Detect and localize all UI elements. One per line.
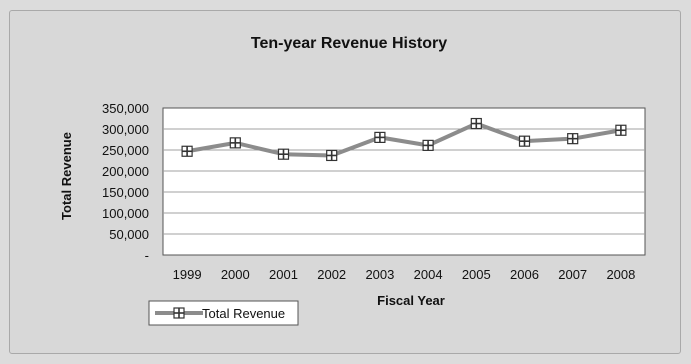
data-point-marker <box>277 148 290 160</box>
x-tick-label: 2007 <box>558 267 587 282</box>
x-tick-label: 1999 <box>173 267 202 282</box>
data-point-marker <box>470 117 482 130</box>
data-point-marker <box>326 149 338 162</box>
x-tick-label: 2003 <box>365 267 394 282</box>
x-tick-label: 2008 <box>606 267 635 282</box>
x-axis-title: Fiscal Year <box>377 293 445 308</box>
series-layer <box>181 117 627 162</box>
y-tick-label: 50,000 <box>109 227 149 242</box>
x-tick-label: 2000 <box>221 267 250 282</box>
x-tick-label: 2004 <box>414 267 443 282</box>
x-tick-label: 2001 <box>269 267 298 282</box>
legend-marker-icon <box>173 307 185 319</box>
y-tick-label: 250,000 <box>102 143 149 158</box>
plot-area <box>162 107 646 256</box>
data-point-marker <box>567 133 579 145</box>
y-tick-label: 100,000 <box>102 206 149 221</box>
legend-label: Total Revenue <box>202 306 285 321</box>
y-tick-label: - <box>145 248 149 263</box>
legend-marker-glyph <box>173 307 185 319</box>
y-tick-label: 150,000 <box>102 185 149 200</box>
data-point-marker <box>181 145 193 157</box>
chart-title: Ten-year Revenue History <box>251 35 447 52</box>
x-tick-label: 2005 <box>462 267 491 282</box>
gridlines <box>163 128 645 235</box>
series-line-total-revenue <box>186 121 622 158</box>
y-axis-ticks: - 50,000 100,000 150,000 200,000 250,000 300,0… <box>102 101 149 263</box>
y-tick-label: 300,000 <box>102 122 149 137</box>
x-tick-label: 2006 <box>510 267 539 282</box>
data-point-marker <box>229 137 241 149</box>
y-tick-label: 200,000 <box>102 164 149 179</box>
data-point-marker <box>518 135 531 147</box>
data-point-marker <box>422 139 434 151</box>
x-tick-label: 2002 <box>317 267 346 282</box>
x-axis-ticks: 1999 2000 2001 2002 2003 2004 2005 2006 2007 2008 <box>173 267 636 282</box>
data-point-marker <box>615 124 627 136</box>
data-point-marker <box>374 131 386 143</box>
y-tick-label: 350,000 <box>102 101 149 116</box>
legend: Total Revenue <box>148 300 299 326</box>
y-axis-title: Total Revenue <box>59 132 74 220</box>
